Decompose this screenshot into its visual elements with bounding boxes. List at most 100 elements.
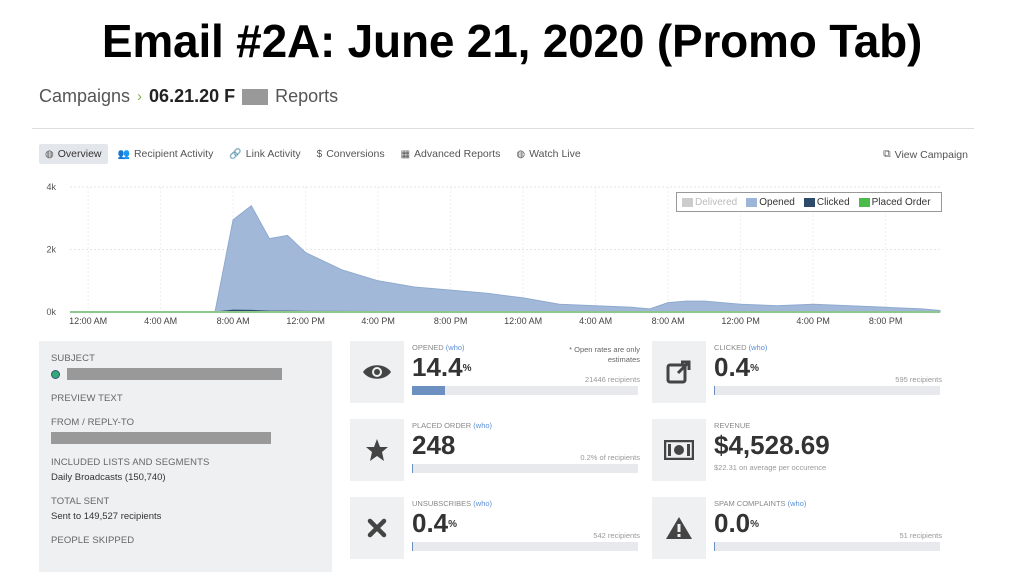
revenue-card: REVENUE $4,528.69 $22.31 on average per … [652,419,945,481]
skipped-label: PEOPLE SKIPPED [51,535,135,546]
legend-swatch [858,197,870,207]
external-link-icon [652,341,706,403]
clicked-card-body: CLICKED (who) 0.4% 595 recipients [714,341,942,403]
lists-block: INCLUDED LISTS AND SEGMENTS Daily Broadc… [51,457,320,483]
revenue-title: REVENUE [714,421,751,430]
opened-area [70,205,941,313]
breadcrumb-campaigns-link[interactable]: Campaigns [39,86,131,106]
lists-label: INCLUDED LISTS AND SEGMENTS [51,457,210,468]
tab-link-activity[interactable]: 🔗 Link Activity [223,144,306,164]
sent-value: Sent to 149,527 recipients [51,511,162,522]
sent-block: TOTAL SENT Sent to 149,527 recipients [51,496,320,522]
link-icon: 🔗 [229,148,242,160]
y-tick-label: 4k [46,182,56,192]
spam-complaints-who-link[interactable]: (who) [787,499,807,508]
spam-complaints-value: 0.0% [714,508,760,538]
unsubscribes-title: UNSUBSCRIBES (who) [412,499,493,508]
from-block: FROM / REPLY-TO [51,417,320,444]
x-tick-label: 12:00 PM [721,316,760,326]
spam-complaints-title: SPAM COMPLAINTS (who) [714,499,807,508]
tab-label: Overview [57,148,102,160]
tab-label: Watch Live [529,148,581,160]
placed-order-who-link[interactable]: (who) [473,421,493,430]
tab-advanced-reports[interactable]: ▦ Advanced Reports [395,144,507,164]
spam-complaints-progress-bar [714,542,940,551]
x-tick-label: 12:00 AM [504,316,542,326]
legend-item-delivered[interactable]: Delivered [682,197,737,208]
placed-order-card-body: PLACED ORDER (who) 248 0.2% of recipient… [412,419,640,481]
x-tick-label: 12:00 PM [286,316,325,326]
subject-value [51,368,320,380]
tab-overview[interactable]: ◍ Overview [39,144,108,164]
unsubscribes-recipients: 542 recipients [593,531,640,540]
unsubscribes-card: UNSUBSCRIBES (who) 0.4% 542 recipients [350,497,643,559]
x-tick-label: 4:00 PM [796,316,830,326]
placed-order-value: 248 [412,430,456,460]
breadcrumb-current: 06.21.20 F [149,86,236,106]
x-tick-label: 8:00 AM [652,316,685,326]
placed-order-percent: 0.2% of recipients [580,453,640,462]
redacted-block [242,88,269,105]
legend-swatch [803,197,815,207]
opened-title: OPENED (who) [412,343,465,352]
dollar-icon: $ [316,148,323,160]
revenue-value: $4,528.69 [714,430,830,460]
chart-legend: Delivered Opened Clicked Placed Order [676,192,942,212]
legend-label: Placed Order [871,196,931,208]
x-tick-label: 8:00 AM [217,316,250,326]
spam-complaints-progress-fill [714,542,715,551]
globe-icon: ◍ [516,148,526,160]
activity-chart: 4k 2k 0k 12:00 AM 4:00 AM 8:00 AM 12:00 PM 4:00… [32,177,982,337]
activity-chart-svg: 4k 2k 0k 12:00 AM 4:00 AM 8:00 AM 12:00 PM 4:00… [46,182,941,326]
from-label: FROM / REPLY-TO [51,417,135,428]
chevron-right-icon: › [137,88,143,105]
clicked-recipients: 595 recipients [895,375,942,384]
legend-label: Delivered [695,196,738,208]
opened-value: 14.4% [412,352,472,382]
x-tick-label: 4:00 AM [144,316,177,326]
placed-order-progress-fill [412,464,414,473]
opened-progress-fill [412,386,445,395]
external-link-icon: ⧉ [883,148,891,160]
tab-label: Advanced Reports [414,148,501,160]
preview-block: PREVIEW TEXT [51,393,320,404]
unsubscribes-value: 0.4% [412,508,458,538]
open-rate-note: * Open rates are only estimates [569,345,640,364]
clicked-who-link[interactable]: (who) [748,343,768,352]
spam-complaints-card: SPAM COMPLAINTS (who) 0.0% 51 recipients [652,497,945,559]
redacted-block [66,368,282,380]
tab-watch-live[interactable]: ◍ Watch Live [510,144,586,164]
legend-item-placed-order[interactable]: Placed Order [858,196,931,208]
opened-who-link[interactable]: (who) [445,343,465,352]
view-campaign-link[interactable]: ⧉ View Campaign [883,148,968,161]
money-icon [652,419,706,481]
redacted-block [51,432,271,444]
opened-card-body: OPENED (who) 14.4% * Open rates are only… [412,341,640,403]
opened-recipients: 21446 recipients [584,375,640,384]
revenue-average: $22.31 on average per occurence [714,463,827,472]
opened-card: OPENED (who) 14.4% * Open rates are only… [350,341,643,403]
clicked-title: CLICKED (who) [714,343,768,352]
tab-conversions[interactable]: $ Conversions [311,144,391,164]
from-value [51,432,320,444]
unsubscribes-progress-bar [412,542,638,551]
header-divider [32,128,974,129]
unsubscribes-who-link[interactable]: (who) [473,499,493,508]
opened-progress-bar [412,386,638,395]
placed-order-title: PLACED ORDER (who) [412,421,493,430]
sent-label: TOTAL SENT [51,496,110,507]
tab-recipient-activity[interactable]: 👥 Recipient Activity [112,144,220,164]
y-tick-label: 0k [46,307,56,317]
y-tick-label: 2k [46,245,56,255]
revenue-card-body: REVENUE $4,528.69 $22.31 on average per … [714,419,942,481]
legend-item-opened[interactable]: Opened [746,197,795,208]
tab-label: Link Activity [245,148,301,160]
slide-title: Email #2A: June 21, 2020 (Promo Tab) [101,15,923,67]
legend-label: Opened [759,196,795,208]
legend-label: Clicked [816,196,850,208]
star-icon [350,419,404,481]
x-tick-label: 4:00 PM [361,316,395,326]
globe-icon: ◍ [45,148,54,160]
legend-item-clicked[interactable]: Clicked [803,196,850,208]
subject-block: SUBJECT [51,353,320,380]
